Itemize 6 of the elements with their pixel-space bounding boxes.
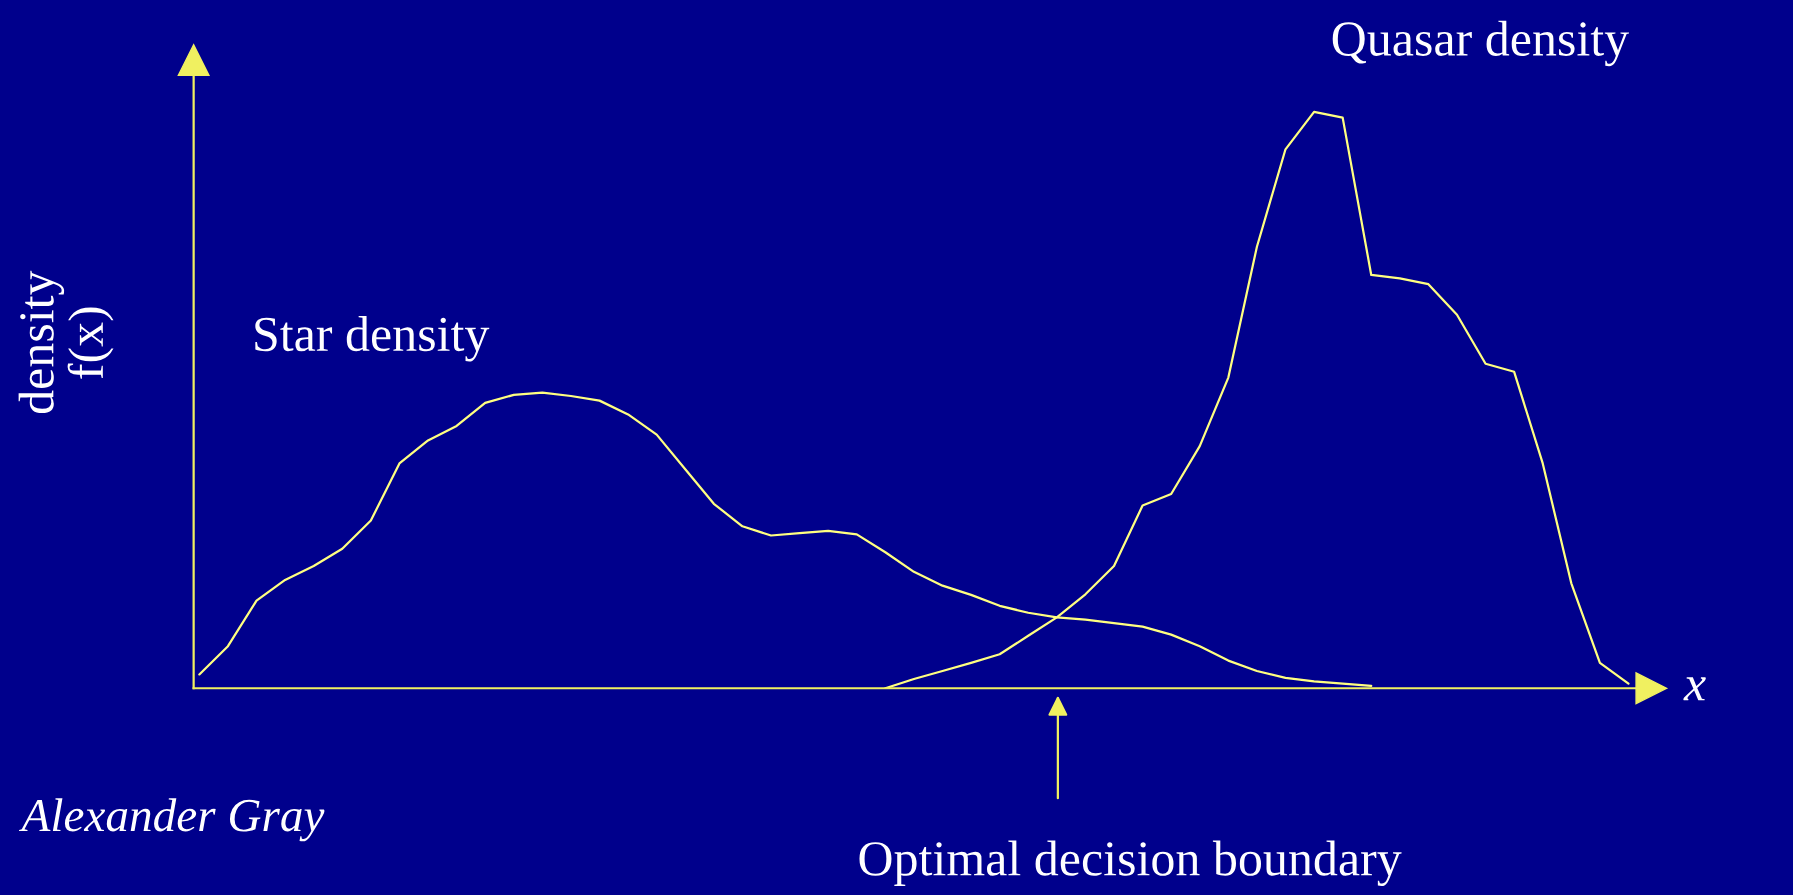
series-label: Star density xyxy=(255,316,490,362)
y-axis-title: density f(x) xyxy=(18,270,114,414)
x-axis-title: x xyxy=(1683,677,1706,701)
text: Alexander Gray xyxy=(18,798,325,842)
text: Optimal decision boundary xyxy=(859,840,1402,887)
series-label: Quasar density xyxy=(1332,20,1629,67)
